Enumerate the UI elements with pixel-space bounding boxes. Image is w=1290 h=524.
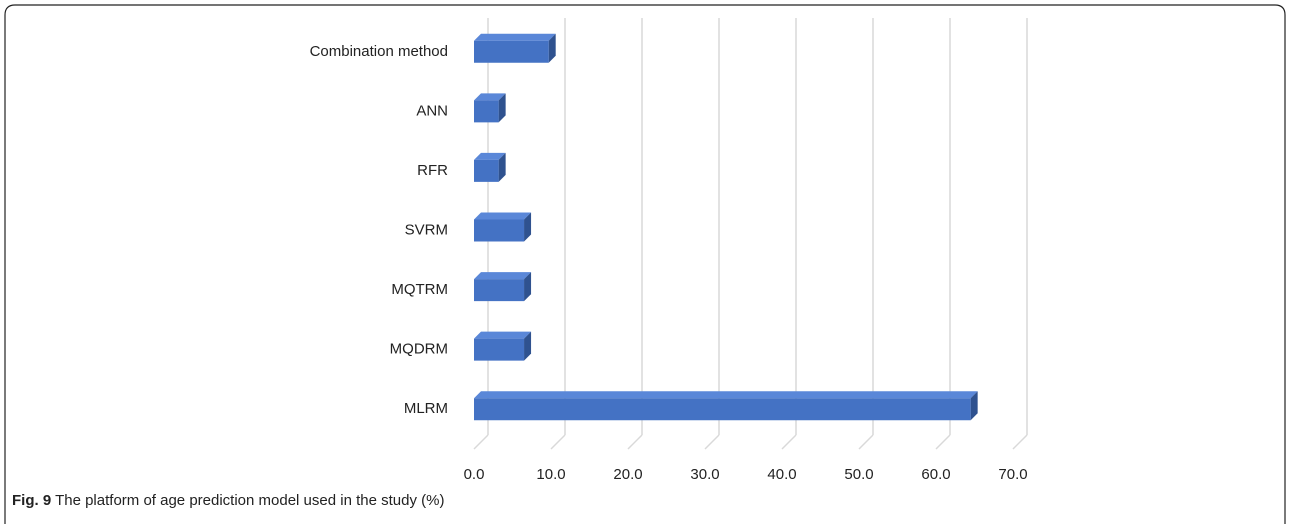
- bar-top: [474, 212, 532, 220]
- y-tick-label: RFR: [417, 162, 448, 179]
- x-tick-label: 20.0: [613, 466, 642, 483]
- bar: [474, 331, 532, 361]
- bar-side: [524, 331, 532, 361]
- y-tick-label: SVRM: [405, 221, 448, 238]
- bar-front: [474, 338, 525, 361]
- floor-line: [550, 434, 566, 450]
- bar-top: [474, 272, 532, 280]
- caption-text: The platform of age prediction model use…: [55, 492, 445, 509]
- floor-line: [1012, 434, 1028, 450]
- bar-front: [474, 398, 971, 421]
- bar-side: [548, 33, 556, 63]
- floor-line: [704, 434, 720, 450]
- floor-line: [935, 434, 951, 450]
- floor-line: [781, 434, 797, 450]
- bar-side: [524, 212, 532, 242]
- x-tick-label: 70.0: [998, 466, 1027, 483]
- bar-top: [474, 93, 506, 101]
- x-tick-label: 60.0: [921, 466, 950, 483]
- bar-top: [474, 152, 506, 160]
- y-tick-label: ANN: [416, 102, 448, 119]
- bar: [474, 212, 532, 242]
- bar-top: [474, 391, 978, 399]
- floor-line: [627, 434, 643, 450]
- caption-label: Fig. 9: [12, 492, 52, 509]
- bar: [474, 93, 506, 123]
- floor-line: [473, 434, 489, 450]
- y-tick-label: MQTRM: [391, 281, 448, 298]
- bar: [474, 391, 978, 421]
- bar: [474, 152, 506, 182]
- frame: [4, 4, 1286, 524]
- bar-side: [970, 391, 978, 421]
- bar: [474, 272, 532, 302]
- y-tick-label: Combination method: [310, 43, 448, 60]
- x-tick-label: 50.0: [844, 466, 873, 483]
- bar-top: [474, 33, 556, 41]
- y-tick-label: MLRM: [404, 400, 448, 417]
- x-tick-label: 40.0: [767, 466, 796, 483]
- bar-front: [474, 159, 499, 182]
- x-tick-label: 10.0: [536, 466, 565, 483]
- bar-side: [524, 272, 532, 302]
- bar-front: [474, 40, 549, 63]
- bar-front: [474, 219, 525, 242]
- bar: [474, 33, 556, 63]
- bar-side: [498, 152, 506, 182]
- y-tick-label: MQDRM: [390, 341, 448, 358]
- bar-front: [474, 100, 499, 123]
- floor-line: [858, 434, 874, 450]
- x-tick-label: 30.0: [690, 466, 719, 483]
- x-tick-label: 0.0: [464, 466, 485, 483]
- caption: Fig. 9 The platform of age prediction mo…: [12, 492, 444, 509]
- bar-side: [498, 93, 506, 123]
- bar-front: [474, 279, 525, 302]
- bar-top: [474, 331, 532, 339]
